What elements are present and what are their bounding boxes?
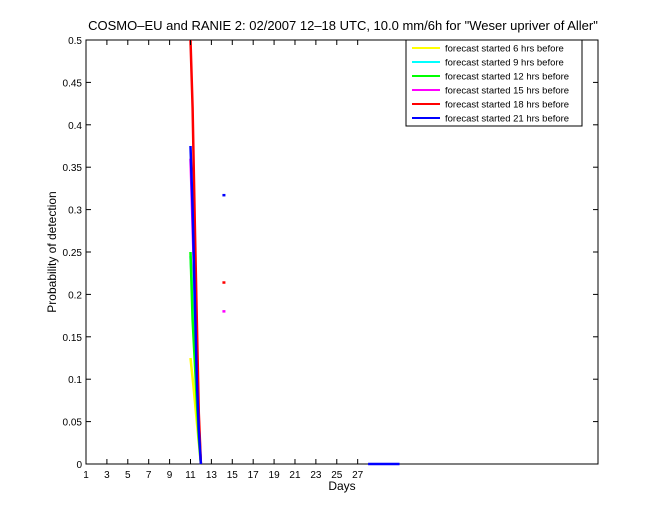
legend-label-1: forecast started 9 hrs before — [445, 58, 564, 69]
x-tick-label: 25 — [331, 470, 343, 481]
x-tick-label: 23 — [310, 470, 322, 481]
legend-label-5: forecast started 21 hrs before — [445, 114, 569, 125]
x-tick-label: 9 — [167, 470, 173, 481]
series-5-line-0 — [189, 145, 203, 465]
x-axis-label: Days — [328, 479, 355, 493]
y-tick-label: 0 — [76, 460, 82, 471]
y-tick-label: 0.5 — [68, 36, 82, 47]
y-tick-label: 0.25 — [63, 248, 83, 259]
legend-label-4: forecast started 18 hrs before — [445, 100, 569, 111]
x-tick-label: 1 — [83, 470, 89, 481]
legend-box — [405, 39, 583, 127]
y-tick-label: 0.4 — [68, 121, 82, 132]
x-tick-label: 11 — [185, 470, 196, 481]
x-axis-ticks: 1 3 5 7 9 11 13 15 17 19 21 23 25 27 — [83, 40, 364, 481]
chart-title: COSMO–EU and RANIE 2: 02/2007 12–18 UTC,… — [88, 18, 598, 33]
y-axis-label: Probability of detection — [45, 191, 59, 312]
y-tick-label: 0.2 — [68, 290, 82, 301]
y-tick-label: 0.45 — [63, 78, 83, 89]
legend-label-0: forecast started 6 hrs before — [445, 44, 564, 55]
x-tick-label: 3 — [104, 470, 110, 481]
x-tick-label: 7 — [146, 470, 152, 481]
y-axis-ticks: 0 0.05 0.1 0.15 0.2 0.25 0.3 0.35 0.4 0.45 0.5 — [63, 36, 598, 471]
x-tick-label: 21 — [289, 470, 301, 481]
y-tick-label: 0.1 — [68, 375, 82, 386]
legend: forecast started 6 hrs before forecast st… — [405, 39, 583, 127]
legend-items: forecast started 6 hrs before forecast st… — [412, 44, 569, 125]
x-tick-label: 15 — [227, 470, 239, 481]
x-tick-label: 27 — [352, 470, 364, 481]
x-tick-label: 13 — [206, 470, 218, 481]
y-tick-label: 0.35 — [63, 163, 83, 174]
legend-label-3: forecast started 15 hrs before — [445, 86, 569, 97]
legend-label-2: forecast started 12 hrs before — [445, 72, 569, 83]
x-tick-label: 17 — [248, 470, 260, 481]
y-tick-label: 0.15 — [63, 333, 83, 344]
x-tick-label: 19 — [269, 470, 281, 481]
y-tick-label: 0.05 — [63, 418, 83, 429]
series-layer — [189, 39, 400, 466]
y-tick-label: 0.3 — [68, 206, 82, 217]
x-tick-label: 5 — [125, 470, 131, 481]
